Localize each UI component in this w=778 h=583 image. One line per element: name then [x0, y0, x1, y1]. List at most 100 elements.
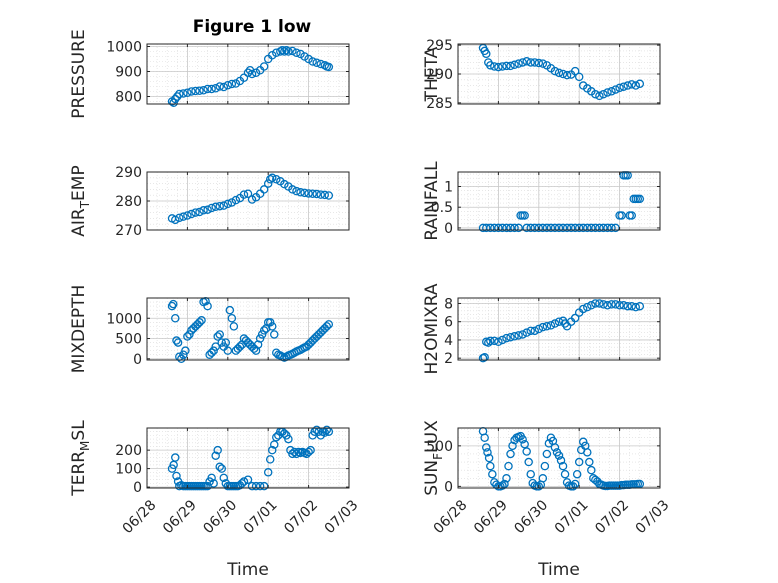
data-point — [583, 448, 592, 457]
data-point — [558, 69, 568, 79]
data-point — [540, 461, 550, 471]
data-point — [583, 302, 592, 312]
data-point — [534, 223, 544, 233]
data-point — [282, 46, 291, 55]
data-point — [223, 346, 233, 355]
data-point — [623, 81, 632, 90]
data-point — [270, 440, 279, 449]
data-point — [572, 469, 582, 479]
data-point — [179, 89, 188, 98]
data-point — [538, 474, 548, 483]
data-point — [583, 223, 592, 233]
data-point — [219, 82, 229, 92]
subplot-3: 270 280 290 AIRTEMP — [69, 165, 350, 239]
data-point — [177, 354, 186, 364]
data-point — [520, 211, 529, 220]
data-point — [267, 322, 277, 331]
data-point — [211, 84, 220, 93]
data-point — [296, 188, 305, 197]
data-point — [611, 300, 620, 309]
y-tick-label: 0.5 — [431, 200, 453, 216]
data-point — [171, 94, 180, 104]
data-point — [207, 473, 216, 483]
data-point — [522, 447, 531, 456]
data-point — [199, 86, 208, 95]
data-point — [171, 215, 180, 225]
data-point — [288, 46, 297, 56]
data-point — [213, 445, 222, 455]
data-point — [225, 305, 235, 315]
data-point — [546, 321, 556, 330]
data-point — [506, 449, 515, 459]
data-point — [514, 59, 523, 68]
data-point — [591, 89, 600, 99]
data-point — [209, 346, 218, 355]
data-point — [215, 330, 224, 339]
data-point — [554, 317, 564, 326]
data-point — [324, 62, 334, 72]
data-point — [171, 453, 180, 462]
data-point — [611, 85, 620, 94]
data-point — [292, 449, 301, 459]
data-point — [534, 58, 544, 68]
data-point — [526, 223, 535, 233]
data-point — [591, 223, 600, 233]
data-point — [322, 322, 332, 331]
data-point — [221, 338, 231, 347]
data-point — [530, 58, 540, 67]
data-point — [574, 457, 584, 467]
y-tick-label: 0 — [444, 221, 453, 237]
y-tick-label: 6 — [444, 315, 453, 331]
data-point — [173, 338, 183, 347]
data-point — [486, 223, 495, 233]
data-point — [324, 320, 334, 329]
data-point — [488, 469, 497, 479]
y-tick-label: 800 — [115, 90, 142, 106]
data-point — [494, 223, 503, 233]
data-point — [227, 314, 237, 323]
data-point — [272, 432, 281, 442]
data-point — [215, 82, 224, 91]
data-point — [203, 84, 212, 94]
data-point — [508, 441, 517, 451]
data-point — [526, 469, 535, 479]
data-point — [607, 223, 616, 233]
data-point — [183, 211, 192, 220]
data-point — [578, 437, 588, 447]
data-point — [203, 301, 212, 311]
data-point — [522, 57, 531, 66]
data-point — [265, 318, 275, 327]
data-point — [506, 223, 515, 233]
data-point — [482, 443, 491, 452]
data-point — [510, 60, 519, 70]
data-point — [538, 59, 548, 68]
data-point — [506, 61, 515, 71]
data-point — [243, 475, 253, 484]
data-point — [247, 481, 257, 491]
axes-box — [457, 427, 661, 489]
data-point — [239, 73, 249, 83]
y-tick-label: 8 — [444, 296, 453, 312]
data-point — [312, 189, 321, 199]
data-point — [181, 346, 190, 355]
data-point — [172, 336, 181, 345]
plot-area — [458, 172, 660, 230]
y-tick-label: 4 — [444, 333, 453, 349]
data-point — [486, 61, 495, 70]
data-point — [304, 447, 313, 457]
y-axis-label: THETA — [422, 46, 442, 102]
data-point — [570, 313, 580, 323]
data-point — [257, 330, 267, 339]
data-point — [587, 465, 596, 475]
data-point — [498, 335, 507, 345]
data-point — [518, 435, 527, 444]
data-point — [526, 326, 535, 336]
x-tick-label: 06/28 — [431, 497, 471, 537]
data-point — [603, 88, 612, 97]
data-point — [267, 173, 277, 183]
y-axis-label: MIXDEPTH — [69, 285, 89, 374]
y-axis-label: AIRTEMP — [69, 165, 92, 236]
axes-box — [457, 171, 661, 231]
y-tick-label: 500 — [115, 332, 142, 348]
